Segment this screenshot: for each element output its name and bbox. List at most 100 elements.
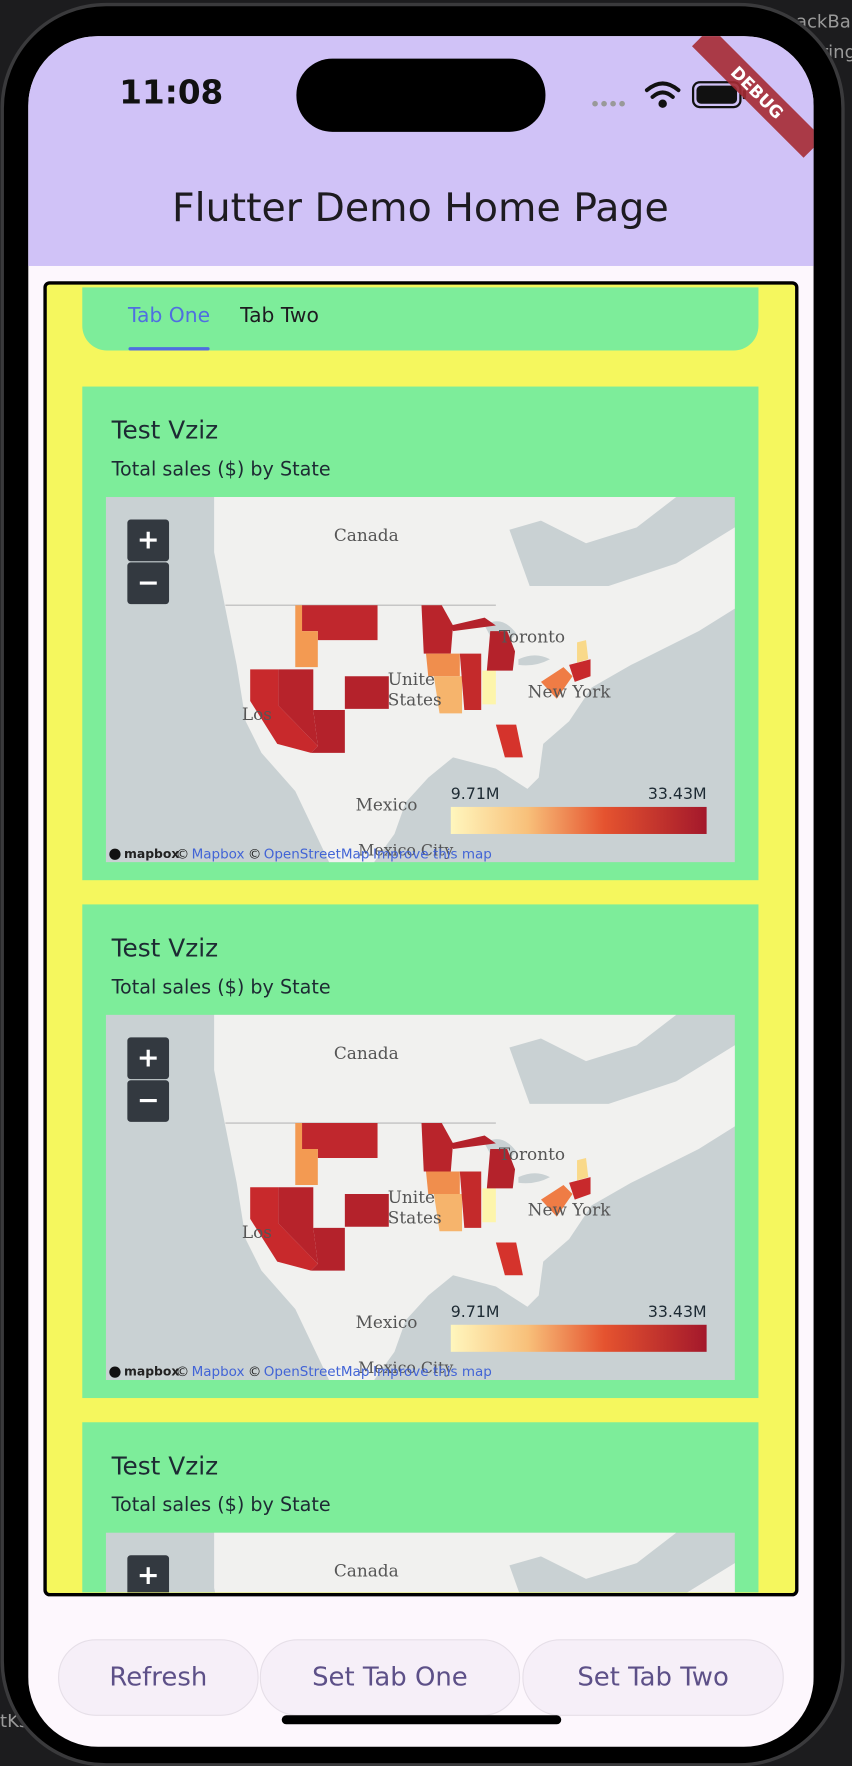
map-label: Unite	[388, 669, 435, 689]
state-shape	[433, 676, 463, 714]
zoom-in-button[interactable]	[127, 1037, 170, 1080]
state-shape	[450, 617, 516, 671]
zoom-in-button[interactable]	[127, 1555, 170, 1597]
attribution-text: ©	[176, 1364, 190, 1380]
button[interactable]: Set Tab Two	[522, 1639, 784, 1716]
app-bar-title: Flutter Demo Home Page	[172, 185, 669, 231]
attribution-link[interactable]: Mapbox	[192, 846, 245, 862]
state-shape	[569, 1177, 591, 1200]
legend-gradient	[450, 1324, 707, 1352]
legend-min: 9.71M	[451, 784, 500, 803]
tab-label[interactable]: Tab Two	[239, 303, 319, 327]
state-shape	[495, 1242, 523, 1276]
attribution-link[interactable]: Improve this map	[373, 846, 492, 862]
state-shape	[495, 724, 523, 758]
map-label: Mexico City	[358, 840, 453, 859]
map-label: New York	[528, 1199, 612, 1219]
state-shape	[421, 605, 454, 654]
state-shape	[278, 669, 318, 747]
state-shape	[311, 710, 345, 753]
zoom-out-button[interactable]	[127, 1080, 170, 1122]
card-title: Test Vziz	[111, 416, 219, 445]
zoom-in-label[interactable]: +	[137, 524, 160, 555]
state-shape	[459, 1171, 482, 1228]
state-shape	[311, 1227, 345, 1271]
state-shape	[433, 1194, 463, 1232]
state-shape	[482, 1188, 496, 1223]
attribution-link[interactable]: Improve this map	[373, 1364, 492, 1380]
tab-label[interactable]: Tab One	[127, 303, 210, 327]
attribution-text: mapbox	[124, 1364, 179, 1379]
state-shape	[577, 1157, 589, 1181]
map-label: Canada	[334, 1561, 399, 1581]
tabs: Tab One Tab Two	[127, 303, 319, 351]
card-title: Test Vziz	[111, 1451, 219, 1480]
map-label: Toronto	[499, 626, 565, 646]
tab[interactable]: Tab Two	[239, 303, 319, 327]
wifi-icon	[644, 81, 681, 108]
zoom-out-button[interactable]	[127, 562, 170, 605]
legend-min: 9.71M	[451, 1302, 500, 1321]
state-shape	[344, 676, 389, 709]
status-time: 11:08	[119, 74, 223, 112]
zoom-in-button[interactable]	[127, 519, 170, 562]
button[interactable]: Set Tab One	[259, 1639, 521, 1716]
attribution-link[interactable]: OpenStreetMap	[264, 1364, 370, 1380]
mapbox-logo	[109, 848, 121, 860]
zoom-out-label[interactable]: −	[137, 567, 160, 598]
button-label[interactable]: Set Tab Two	[577, 1663, 728, 1693]
home-indicator	[281, 1715, 562, 1725]
attribution-link[interactable]: OpenStreetMap	[264, 846, 370, 862]
state-shape	[250, 1187, 318, 1271]
map-label: Mexico City	[358, 1358, 453, 1377]
button-label[interactable]: Set Tab One	[312, 1663, 468, 1693]
state-shape	[459, 653, 482, 711]
attribution-text: ©	[248, 1364, 262, 1380]
tab-indicator	[128, 347, 210, 351]
map-label: Canada	[334, 525, 399, 545]
state-shape	[344, 1194, 389, 1227]
map-label: Toronto	[499, 1144, 565, 1164]
zoom-out-label[interactable]: −	[137, 1085, 160, 1116]
legend-max: 33.43M	[648, 1302, 707, 1321]
legend-gradient	[450, 806, 707, 834]
card: Test Vziz Total sales ($) by State Canada T…	[82, 904, 759, 1399]
signal-dots	[592, 100, 625, 107]
card: Test Vziz Total sales ($) by State Canada +	[82, 1422, 759, 1597]
map: Canada +	[105, 1532, 735, 1597]
map-label: States	[388, 689, 442, 709]
state-shape	[295, 605, 318, 668]
map-label: States	[388, 1207, 442, 1227]
attribution-link[interactable]: Mapbox	[192, 1364, 245, 1380]
map-label: Mexico	[356, 794, 418, 814]
mapbox-logo	[109, 1366, 121, 1378]
tab-bar	[82, 287, 759, 351]
map-label: Los	[242, 704, 272, 724]
button-background[interactable]	[58, 1639, 259, 1716]
button[interactable]: Refresh	[58, 1639, 259, 1716]
map-label: New York	[528, 682, 612, 702]
state-shape	[295, 1123, 318, 1186]
state-shape	[540, 1185, 573, 1217]
card-title: Test Vziz	[111, 933, 219, 962]
map-label: Los	[242, 1222, 272, 1242]
map-label: Canada	[334, 1043, 399, 1063]
zoom-in-label[interactable]: +	[137, 1560, 160, 1591]
tab[interactable]: Tab One	[127, 303, 210, 351]
zoom-in-label[interactable]: +	[137, 1042, 160, 1073]
card: Test Vziz Total sales ($) by State Canada T…	[82, 386, 759, 881]
card-subtitle: Total sales ($) by State	[111, 975, 331, 998]
legend-max: 33.43M	[648, 784, 707, 803]
state-shape	[426, 653, 460, 677]
button-background[interactable]	[522, 1639, 784, 1716]
card-subtitle: Total sales ($) by State	[111, 1493, 331, 1516]
state-shape	[302, 1123, 378, 1158]
button-label[interactable]: Refresh	[109, 1663, 207, 1693]
card-subtitle: Total sales ($) by State	[111, 457, 331, 480]
state-shape	[540, 667, 573, 699]
